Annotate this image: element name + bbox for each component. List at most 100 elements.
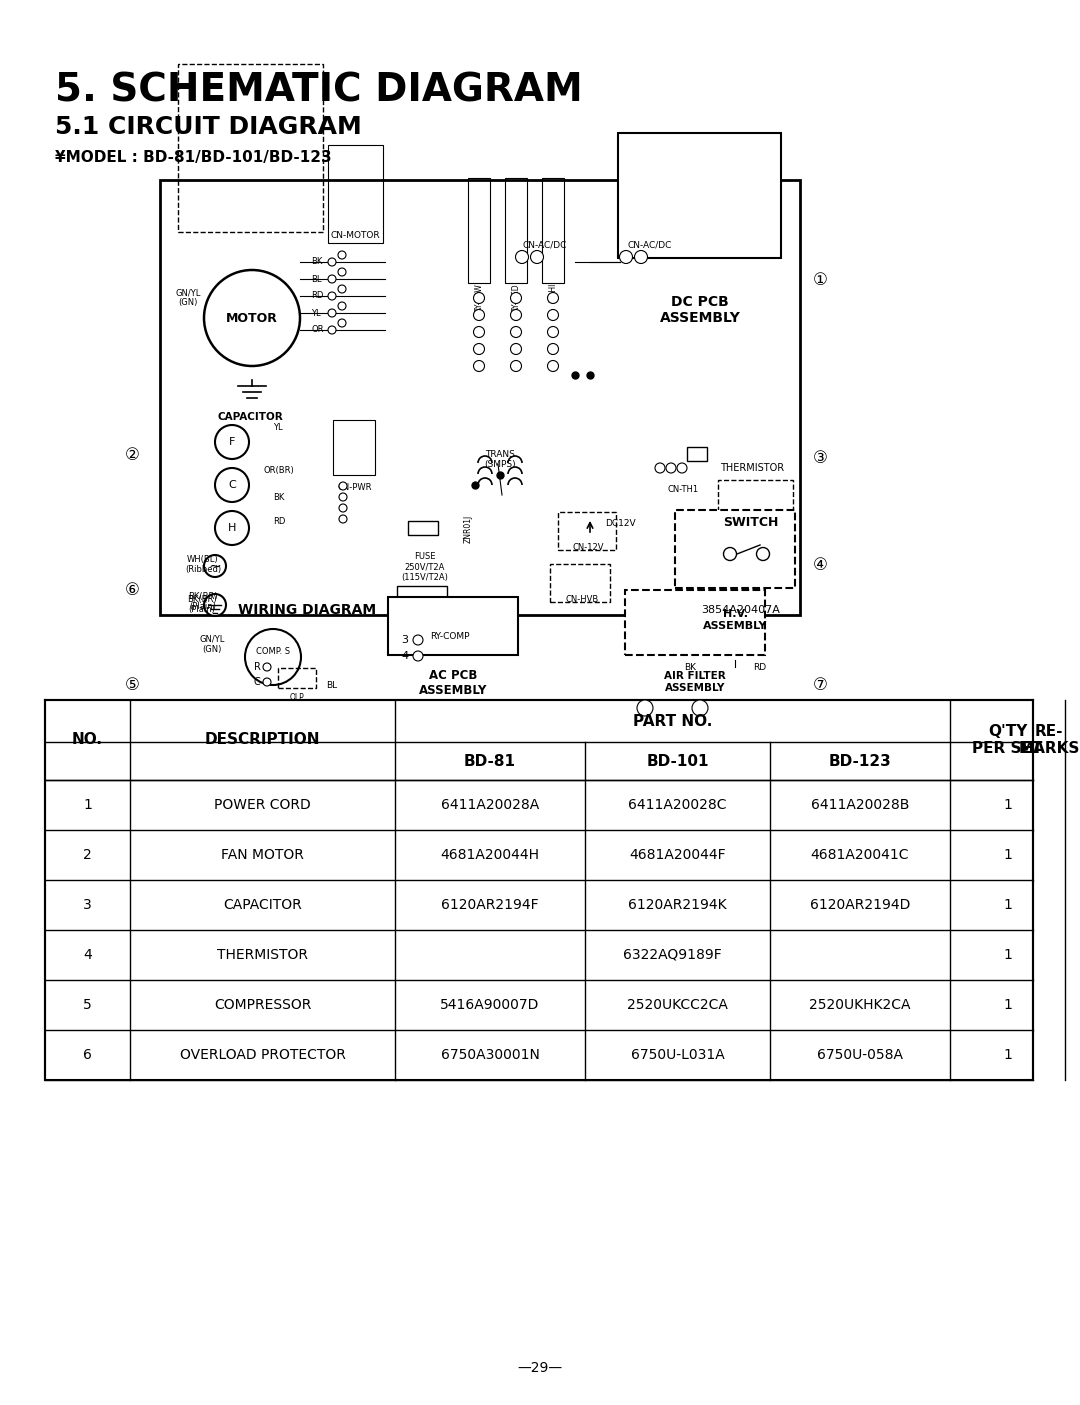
Circle shape <box>328 309 336 318</box>
Circle shape <box>204 555 226 577</box>
Text: 3: 3 <box>83 898 92 912</box>
Circle shape <box>515 250 528 264</box>
Text: AIR FILTER
ASSEMBLY: AIR FILTER ASSEMBLY <box>664 672 726 693</box>
Text: 6750U-L031A: 6750U-L031A <box>631 1048 725 1062</box>
Text: 6322AQ9189F: 6322AQ9189F <box>623 948 721 962</box>
Circle shape <box>473 361 485 371</box>
Text: OR(BR): OR(BR) <box>264 465 295 475</box>
Text: BK: BK <box>273 493 284 503</box>
Text: 6411A20028C: 6411A20028C <box>629 798 727 812</box>
Bar <box>178 65 323 232</box>
Circle shape <box>328 326 336 334</box>
Text: WIRING DIAGRAM: WIRING DIAGRAM <box>238 603 376 617</box>
Circle shape <box>338 302 346 311</box>
Text: BD-81: BD-81 <box>464 753 516 769</box>
Circle shape <box>264 679 271 686</box>
Text: CN-TH1: CN-TH1 <box>667 485 699 495</box>
Text: 3854A20407A: 3854A20407A <box>701 606 780 615</box>
Text: RE-
MARKS: RE- MARKS <box>1018 724 1080 756</box>
Text: H.V.
ASSEMBLY: H.V. ASSEMBLY <box>703 610 767 631</box>
Text: GN/YL
(GN): GN/YL (GN) <box>175 288 201 308</box>
Text: DC PCB
ASSEMBLY: DC PCB ASSEMBLY <box>660 295 741 325</box>
Text: 6120AR2194D: 6120AR2194D <box>810 898 910 912</box>
Circle shape <box>413 635 423 645</box>
Text: ¥MODEL : BD-81/BD-101/BD-123: ¥MODEL : BD-81/BD-101/BD-123 <box>55 150 332 164</box>
Text: ZNR01J: ZNR01J <box>463 516 473 544</box>
Circle shape <box>548 309 558 320</box>
Bar <box>45 700 1032 1080</box>
Text: ④: ④ <box>812 556 827 575</box>
Text: 1: 1 <box>1003 898 1012 912</box>
Text: YL: YL <box>273 423 283 433</box>
Circle shape <box>264 663 271 672</box>
Circle shape <box>548 292 558 303</box>
Text: BD-123: BD-123 <box>828 753 891 769</box>
Text: CAPACITOR: CAPACITOR <box>224 898 302 912</box>
Text: RD: RD <box>273 517 285 527</box>
Circle shape <box>548 326 558 337</box>
Text: WH(BL)
(Ribbed): WH(BL) (Ribbed) <box>185 555 221 575</box>
Text: OLP: OLP <box>289 693 305 701</box>
Circle shape <box>339 493 347 502</box>
Text: TRANS
(SMPS): TRANS (SMPS) <box>484 450 516 469</box>
Text: 1: 1 <box>83 798 92 812</box>
Circle shape <box>511 292 522 303</box>
Text: 2: 2 <box>83 849 92 863</box>
Circle shape <box>338 268 346 275</box>
Text: FUSE
250V/T2A
(115V/T2A): FUSE 250V/T2A (115V/T2A) <box>402 552 448 582</box>
Circle shape <box>677 464 687 473</box>
Text: ⑦: ⑦ <box>812 676 827 694</box>
Circle shape <box>204 270 300 365</box>
Text: ~: ~ <box>208 559 221 573</box>
Circle shape <box>511 343 522 354</box>
Circle shape <box>724 548 737 561</box>
Text: ①: ① <box>812 271 827 289</box>
Circle shape <box>338 319 346 327</box>
Text: CN-12V: CN-12V <box>572 542 604 552</box>
Text: 6120AR2194K: 6120AR2194K <box>629 898 727 912</box>
Text: 4: 4 <box>83 948 92 962</box>
Text: CAPACITOR: CAPACITOR <box>217 412 283 422</box>
Text: SWITCH: SWITCH <box>723 517 779 530</box>
Bar <box>558 511 616 549</box>
Text: BK(BR)
(Plain): BK(BR) (Plain) <box>187 594 217 614</box>
Bar <box>397 586 447 628</box>
Text: 1: 1 <box>1003 948 1012 962</box>
Text: 6411A20028B: 6411A20028B <box>811 798 909 812</box>
Bar <box>333 420 375 475</box>
Text: 6750U-058A: 6750U-058A <box>816 1048 903 1062</box>
Text: 2520UKHK2CA: 2520UKHK2CA <box>809 998 910 1012</box>
Text: 4681A20041C: 4681A20041C <box>811 849 909 863</box>
Circle shape <box>511 361 522 371</box>
Text: YL: YL <box>311 309 321 318</box>
Circle shape <box>328 259 336 266</box>
Circle shape <box>511 326 522 337</box>
Text: DC12V: DC12V <box>605 518 636 527</box>
Bar <box>160 180 800 615</box>
Text: RD: RD <box>754 663 767 672</box>
Bar <box>278 667 316 688</box>
Text: RY-LOW: RY-LOW <box>474 282 484 312</box>
Text: 5. SCHEMATIC DIAGRAM: 5. SCHEMATIC DIAGRAM <box>55 72 583 110</box>
Text: H: H <box>228 523 237 532</box>
Circle shape <box>339 516 347 523</box>
Text: RY-HI: RY-HI <box>549 282 557 302</box>
Text: POWER CORD: POWER CORD <box>214 798 311 812</box>
Circle shape <box>473 326 485 337</box>
Circle shape <box>637 700 653 717</box>
Text: 1: 1 <box>1003 998 1012 1012</box>
Text: —29—: —29— <box>517 1361 563 1375</box>
Circle shape <box>215 511 249 545</box>
Text: BK: BK <box>684 663 696 672</box>
Bar <box>542 178 564 282</box>
Text: COMP. S: COMP. S <box>256 648 291 656</box>
Text: 1: 1 <box>1003 1048 1012 1062</box>
Circle shape <box>473 309 485 320</box>
Bar <box>687 447 707 461</box>
Text: BK: BK <box>311 257 322 267</box>
Circle shape <box>328 292 336 301</box>
Circle shape <box>530 250 543 264</box>
Circle shape <box>692 700 708 717</box>
Text: 5416A90007D: 5416A90007D <box>441 998 540 1012</box>
Bar <box>505 178 527 282</box>
